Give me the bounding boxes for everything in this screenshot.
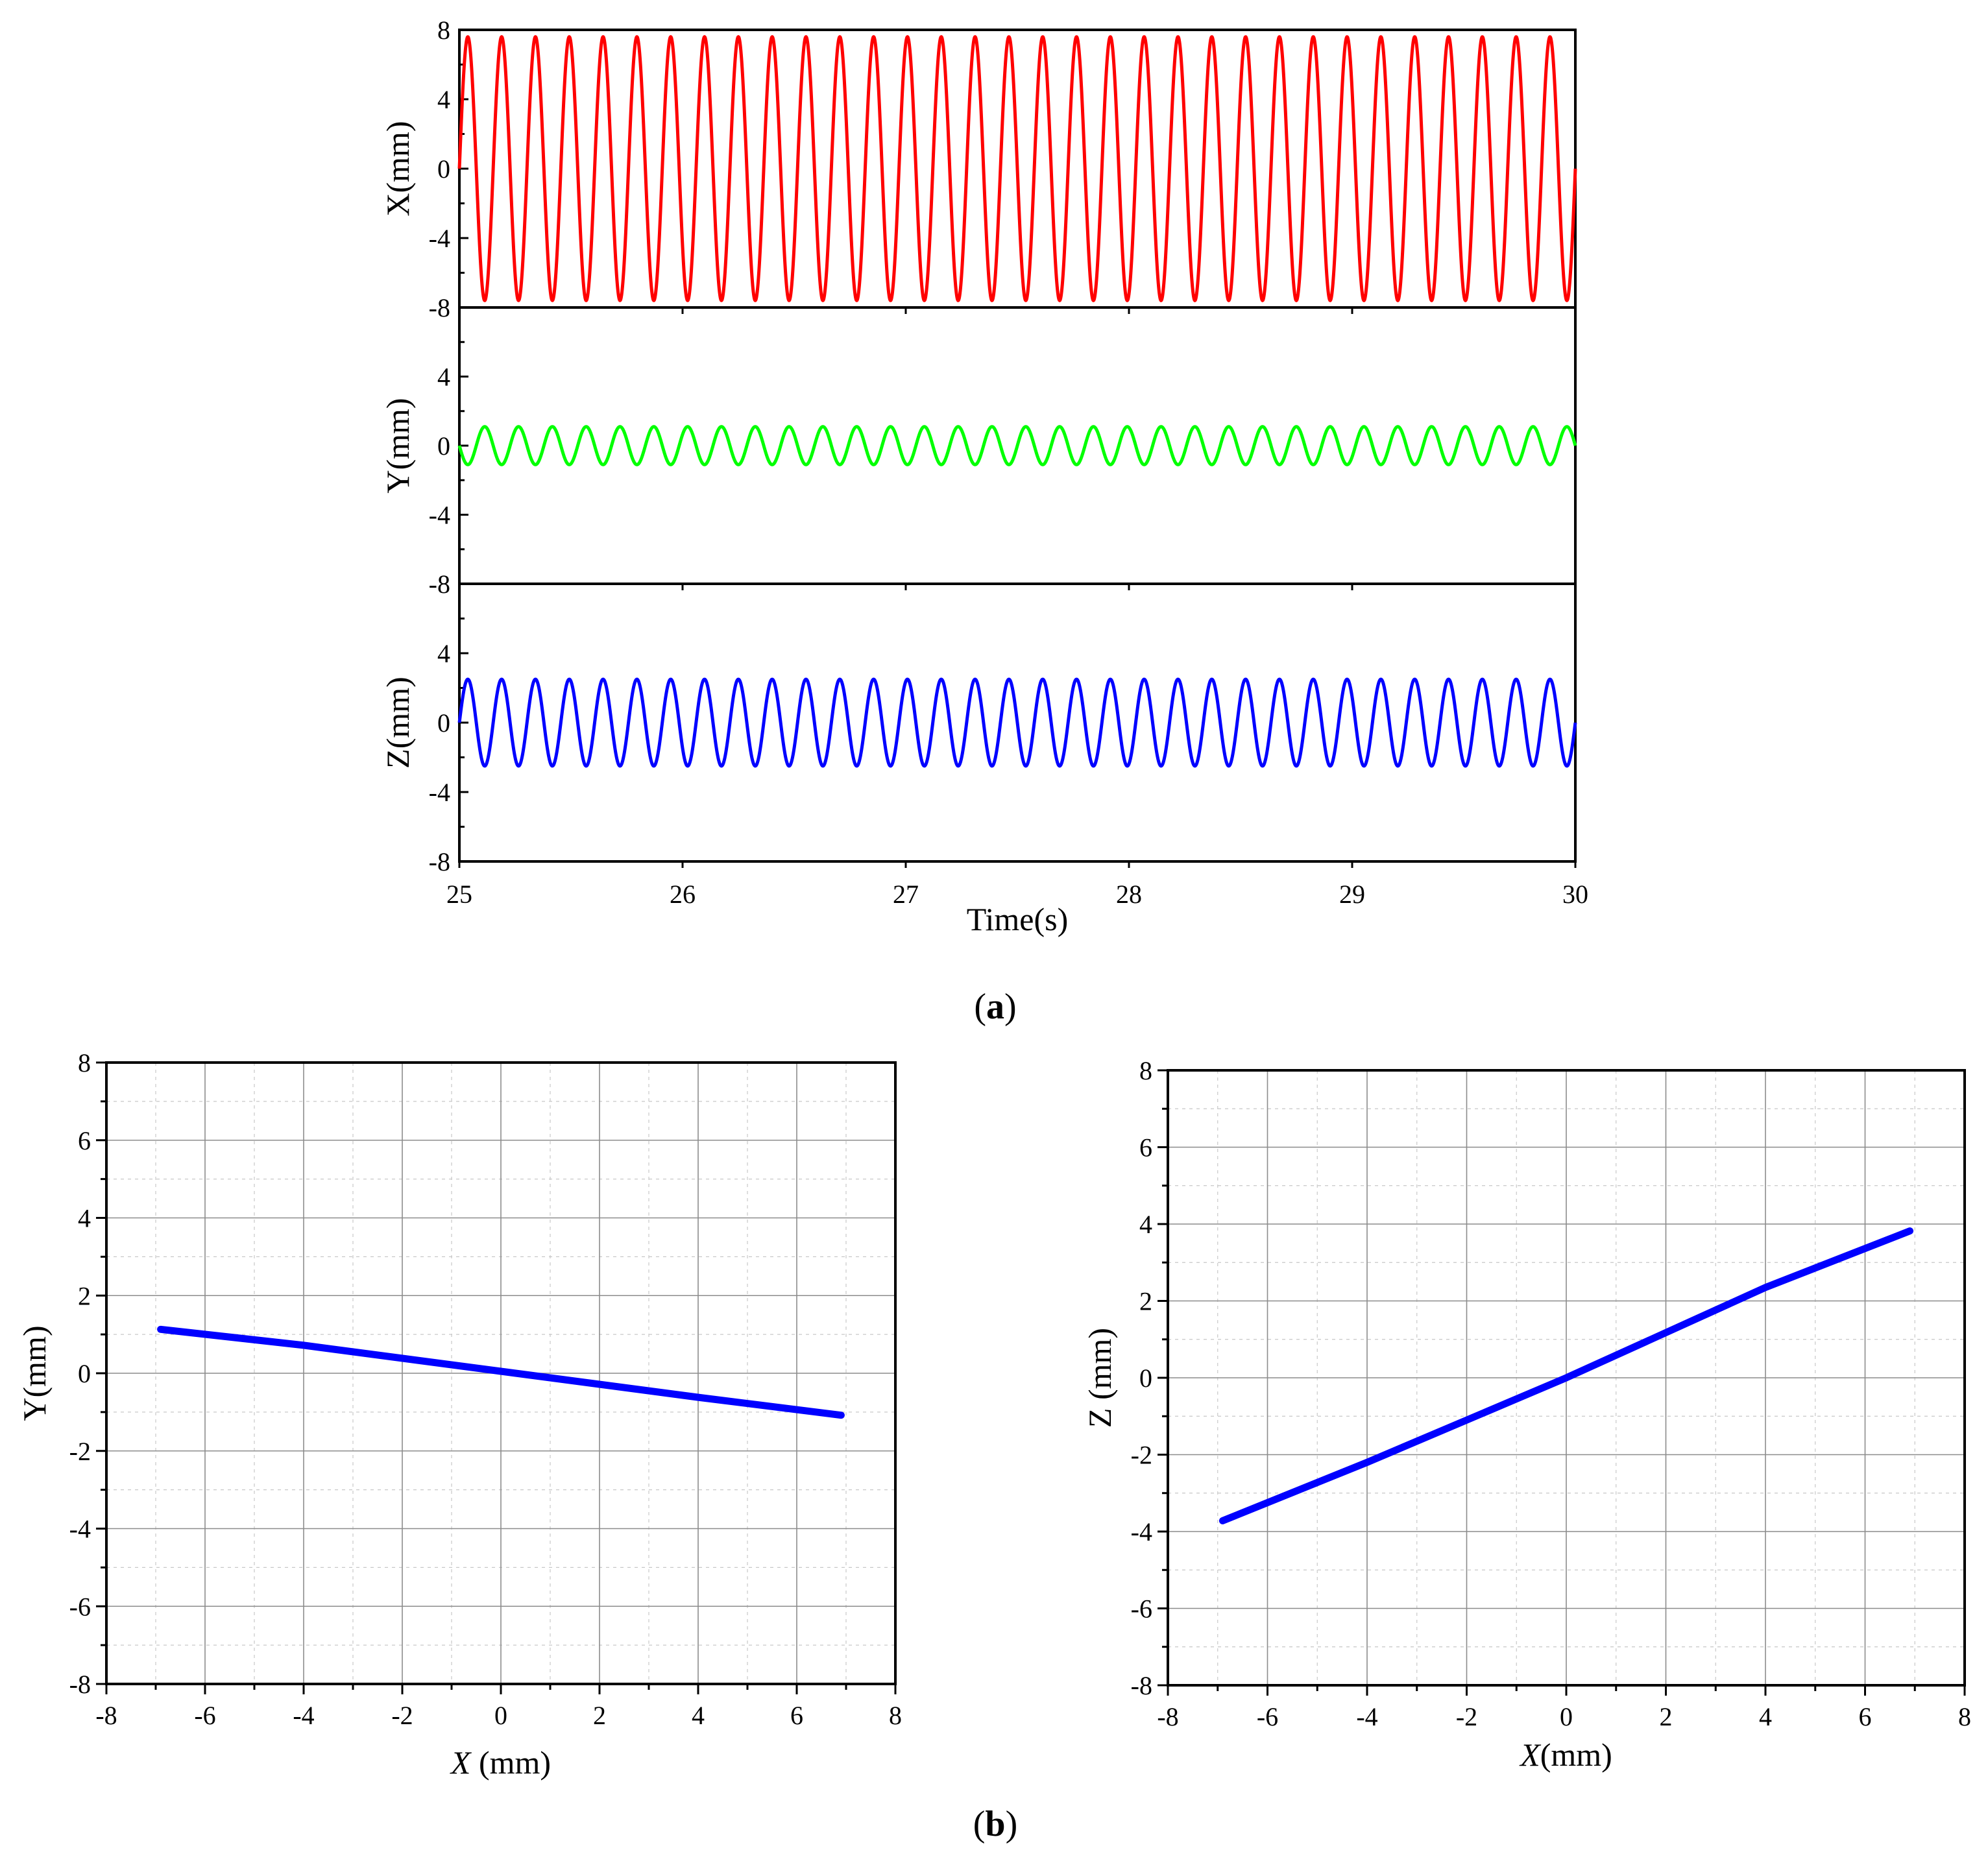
subplot-2-ytick-label: -4 [429,778,450,807]
xtick-label: -6 [1257,1702,1278,1731]
ytick-label: -2 [1131,1441,1152,1470]
x-axis-title-unit: (mm) [470,1744,551,1781]
trajectory-point [1220,1519,1225,1523]
xtick-label: -8 [1157,1702,1178,1731]
caption-a: (a) [974,987,1016,1027]
caption-b-letter: b [985,1804,1005,1844]
ytick-label: 2 [78,1281,91,1310]
xtick-label: 4 [1759,1702,1772,1731]
xtick-label: 6 [790,1701,803,1730]
trajectory-point [499,1369,503,1374]
subplot-0-ytick-label: 0 [437,154,450,184]
caption-a-letter: a [986,987,1004,1027]
xtick-label: 0 [494,1701,507,1730]
trajectory-point [1365,1460,1369,1465]
panel-b-right-xz-plot: -8 -6 -4 -2 0 2 4 6 8 -8 -6 -4 -2 0 2 4 6 8 X(mm) Z (mm) [1082,1056,1971,1773]
subplot-0-ytick-label: 8 [437,16,450,45]
ytick-label: 6 [1139,1133,1152,1162]
x-axis-title: X (mm) [450,1744,551,1781]
x-axis-title: X(mm) [1519,1737,1612,1773]
subplot-2-ylabel: Z(mm) [380,677,416,769]
xtick-label: 2 [593,1701,606,1730]
x-axis-title-variable: X [450,1744,472,1781]
ytick-label: -2 [69,1437,91,1466]
xtick-label: -4 [1356,1702,1377,1731]
ytick-label: 0 [78,1359,91,1388]
y-axis-title: Y(mm) [16,1325,53,1421]
xtick-label: -2 [391,1701,413,1730]
ytick-label: 4 [78,1204,91,1233]
panel-a-time-series: -8 -4 0 4 8 X(mm) -8 -4 0 4 Y(mm) -8 -4 0 4 Z(mm) 25 26 27… [380,16,1588,937]
xtick-label: -2 [1456,1702,1477,1731]
subplot-0-ytick-label: -4 [429,224,450,253]
trajectory-point [1908,1229,1912,1233]
ytick-label: 2 [1139,1287,1152,1316]
ytick-label: -4 [1131,1517,1152,1546]
subplot-2-ytick-label: 4 [437,639,450,668]
trajectory-point [696,1395,700,1400]
trajectory-point [1764,1285,1767,1290]
ytick-label: -8 [1131,1671,1152,1700]
subplot-2-ytick-label: 0 [437,708,450,738]
trajectory-point [1564,1376,1568,1380]
ytick-label: 8 [78,1048,91,1077]
xtick-label: -6 [194,1701,215,1730]
ytick-label: 8 [1139,1056,1152,1085]
xtick-label: 25 [446,880,472,909]
caption-b: (b) [973,1804,1017,1844]
xtick-label: 2 [1660,1702,1673,1731]
xtick-label: 8 [889,1701,902,1730]
panel-b-left-xy-plot: -8 -6 -4 -2 0 2 4 6 8 -8 -6 -4 -2 0 2 4 6 8 X (mm) Y(mm) [16,1048,902,1781]
x-axis-title-variable: X [1519,1737,1542,1773]
series-line-y [457,425,1577,466]
xtick-label: 0 [1560,1702,1573,1731]
subplot-0-ytick-label: 4 [437,85,450,114]
xtick-label: 8 [1958,1702,1971,1731]
xtick-label: 28 [1116,880,1142,909]
series-line-z [457,677,1577,768]
ytick-label: 6 [78,1126,91,1155]
subplot-1-ytick-label: 0 [437,431,450,461]
xtick-label: 6 [1859,1702,1872,1731]
xtick-label: 26 [670,880,696,909]
subplot-0-ylabel: X(mm) [380,121,416,216]
subplot-1-ytick-label: -4 [429,501,450,530]
series-line-x [457,35,1577,302]
ytick-label: 4 [1139,1210,1152,1239]
trajectory-point [302,1343,306,1347]
y-axis-title: Z (mm) [1082,1328,1118,1428]
ytick-label: 0 [1139,1364,1152,1393]
subplot-1-ylabel: Y(mm) [380,398,416,493]
subplot-1-ytick-label: -8 [429,570,450,599]
ytick-label: -6 [1131,1594,1152,1624]
xtick-label: 30 [1562,880,1588,909]
subplot-0-ytick-label: -8 [429,293,450,322]
x-axis-title-unit: (mm) [1540,1737,1612,1773]
xtick-label: -8 [95,1701,117,1730]
xtick-label: 27 [893,880,919,909]
ytick-label: -6 [69,1592,91,1621]
xtick-label: -4 [293,1701,314,1730]
ytick-label: -8 [69,1670,91,1699]
ytick-label: -4 [69,1515,91,1544]
trajectory-point [158,1327,163,1332]
xtick-label: 29 [1339,880,1365,909]
subplot-2-ytick-label: -8 [429,847,450,876]
subplot-1-ytick-label: 4 [437,363,450,392]
xtick-label: 4 [692,1701,705,1730]
x-axis-title: Time(s) [967,901,1069,937]
trajectory-point [839,1413,843,1417]
